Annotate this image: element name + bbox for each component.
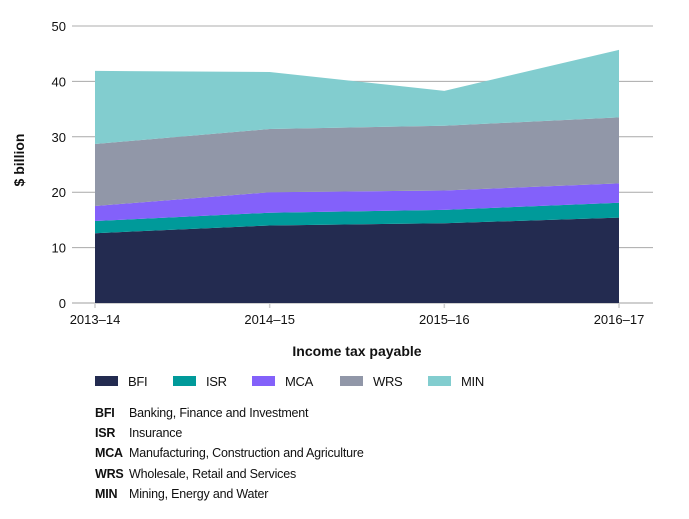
abbreviation-glossary: BFI Banking, Finance and Investment ISR … <box>95 403 364 504</box>
legend-label-bfi: BFI <box>128 373 148 389</box>
legend-item-bfi: BFI <box>95 372 148 390</box>
glossary-row-wrs: WRS Wholesale, Retail and Services <box>95 464 364 484</box>
y-tick-label: 50 <box>52 19 66 34</box>
y-tick-label: 40 <box>52 74 66 89</box>
x-axis-ticks: 2013–14 2014–15 2015–16 2016–17 <box>70 303 645 327</box>
x-tick-label: 2016–17 <box>594 312 645 327</box>
y-tick-label: 10 <box>52 241 66 256</box>
legend-swatch-isr <box>173 376 196 386</box>
legend-item-mca: MCA <box>252 372 313 390</box>
legend-label-min: MIN <box>461 373 484 389</box>
area-mca <box>95 183 619 222</box>
legend-swatch-bfi <box>95 376 118 386</box>
y-axis-ticks: 0 10 20 30 40 50 <box>52 19 66 311</box>
legend-label-mca: MCA <box>285 373 313 389</box>
glossary-row-min: MIN Mining, Energy and Water <box>95 484 364 504</box>
glossary-row-mca: MCA Manufacturing, Construction and Agri… <box>95 443 364 463</box>
glossary-abbr: BFI <box>95 406 115 421</box>
legend-swatch-min <box>428 376 451 386</box>
glossary-text: Mining, Energy and Water <box>129 486 269 501</box>
legend-swatch-wrs <box>340 376 363 386</box>
y-tick-label: 0 <box>59 296 66 311</box>
glossary-text: Wholesale, Retail and Services <box>129 466 296 481</box>
glossary-abbr: MCA <box>95 446 123 461</box>
glossary-text: Insurance <box>129 426 183 441</box>
x-tick-label: 2014–15 <box>244 312 295 327</box>
legend-label-isr: ISR <box>206 373 227 389</box>
glossary-abbr: ISR <box>95 426 116 441</box>
glossary-text: Manufacturing, Construction and Agricult… <box>129 446 364 461</box>
glossary-row-bfi: BFI Banking, Finance and Investment <box>95 403 364 423</box>
legend-swatch-mca <box>252 376 275 386</box>
legend-item-isr: ISR <box>173 372 227 390</box>
legend-label-wrs: WRS <box>373 373 403 389</box>
legend-item-min: MIN <box>428 372 484 390</box>
area-min <box>95 49 619 145</box>
y-tick-label: 20 <box>52 185 66 200</box>
glossary-abbr: WRS <box>95 466 124 481</box>
x-tick-label: 2015–16 <box>419 312 470 327</box>
glossary-abbr: MIN <box>95 486 118 501</box>
stacked-area-chart: 0 10 20 30 40 50 2013–14 2014–15 2015–16 2016–17… <box>11 19 653 359</box>
area-series <box>95 49 619 303</box>
area-bfi <box>95 217 619 303</box>
legend-item-wrs: WRS <box>340 372 403 390</box>
y-tick-label: 30 <box>52 130 66 145</box>
glossary-row-isr: ISR Insurance <box>95 423 364 443</box>
glossary-text: Banking, Finance and Investment <box>129 406 309 421</box>
x-tick-label: 2013–14 <box>70 312 121 327</box>
area-wrs <box>95 117 619 207</box>
y-axis-title: $ billion <box>11 134 27 187</box>
x-axis-title: Income tax payable <box>292 343 421 359</box>
area-isr <box>95 202 619 234</box>
